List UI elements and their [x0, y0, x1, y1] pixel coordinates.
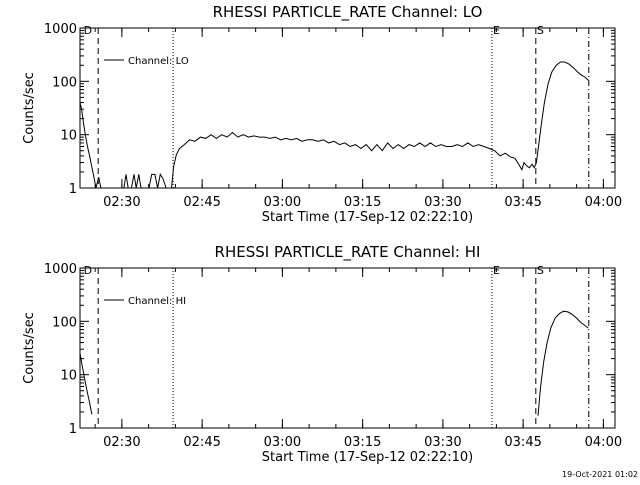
legend-label: Channel: LO — [128, 56, 189, 67]
x-tick-label: 02:45 — [183, 435, 220, 450]
x-tick-label: 02:30 — [103, 435, 140, 450]
footer-timestamp: 19-Oct-2021 01:02 — [562, 470, 638, 479]
y-tick-label: 10 — [60, 129, 77, 144]
plot-frame — [79, 267, 616, 429]
x-tick-label: 03:15 — [344, 435, 381, 450]
x-tick-label: 03:00 — [264, 195, 301, 210]
x-tick-label: 03:30 — [424, 435, 461, 450]
series-line-segment — [123, 173, 167, 188]
series-line-segment — [80, 353, 93, 415]
x-axis-label: Start Time (17-Sep-12 02:22:10) — [262, 210, 473, 225]
marker-label: E — [493, 264, 500, 277]
x-axis-label: Start Time (17-Sep-12 02:22:10) — [262, 450, 473, 465]
x-tick-label: 02:45 — [183, 195, 220, 210]
y-tick-label: 1 — [69, 422, 77, 437]
marker-label: D — [84, 24, 92, 37]
x-tick-label: 03:30 — [424, 195, 461, 210]
x-tick-label: 03:45 — [504, 435, 541, 450]
chart-panel-2: RHESSI PARTICLE_RATE Channel: HI 1 10 100 10… — [22, 243, 622, 465]
y-tick-label: 1 — [69, 182, 77, 197]
marker-label: E — [493, 24, 500, 37]
chart-panel-1: RHESSI PARTICLE_RATE Channel: LO 1 10 100 10… — [22, 3, 622, 225]
x-tick-label: 04:00 — [585, 195, 622, 210]
marker-label: D — [84, 264, 92, 277]
series-line-segment — [171, 61, 589, 188]
legend-label: Channel: HI — [128, 296, 186, 307]
y-tick-label: 1000 — [44, 22, 77, 37]
series-line-segment — [80, 102, 102, 188]
chart-title: RHESSI PARTICLE_RATE Channel: HI — [215, 243, 481, 262]
x-tick-label: 04:00 — [585, 435, 622, 450]
y-tick-label: 100 — [52, 75, 77, 90]
x-tick-label: 03:45 — [504, 195, 541, 210]
y-tick-label: 100 — [52, 315, 77, 330]
y-tick-label: 1000 — [44, 262, 77, 277]
y-tick-label: 10 — [60, 369, 77, 384]
marker-label: S — [537, 264, 544, 277]
marker-label: S — [537, 24, 544, 37]
series-line-segment — [537, 310, 589, 416]
plot-frame — [79, 27, 616, 189]
x-tick-label: 02:30 — [103, 195, 140, 210]
x-tick-label: 03:00 — [264, 435, 301, 450]
y-axis-label: Counts/sec — [22, 312, 37, 384]
chart-title: RHESSI PARTICLE_RATE Channel: LO — [213, 3, 483, 22]
y-axis-label: Counts/sec — [22, 72, 37, 144]
x-tick-label: 03:15 — [344, 195, 381, 210]
